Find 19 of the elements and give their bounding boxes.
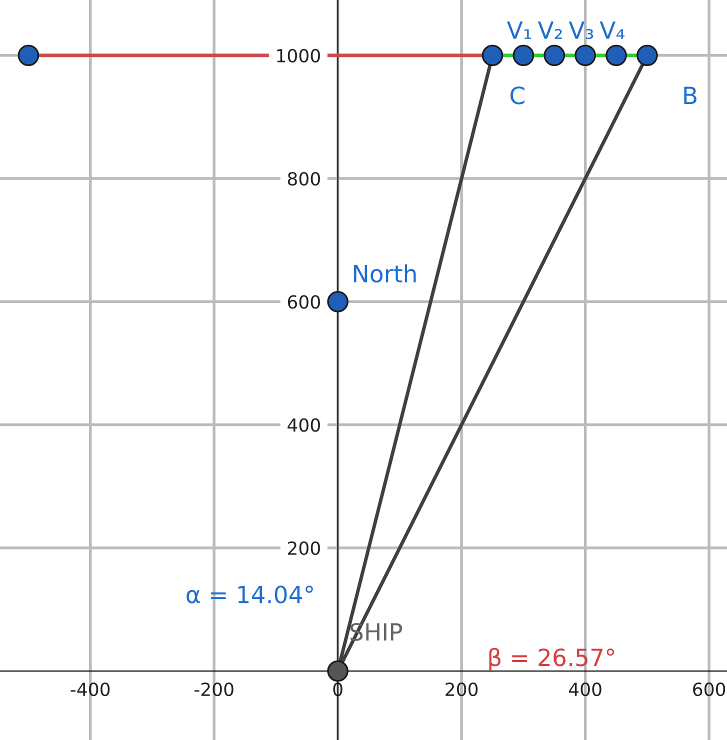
y-tick-label: 600 bbox=[288, 295, 320, 309]
y-tick-label: 400 bbox=[288, 418, 320, 432]
annotation: V₄ bbox=[600, 22, 624, 39]
annotation: C bbox=[510, 86, 524, 104]
annotation: North bbox=[354, 264, 416, 283]
annotation: V₃ bbox=[568, 22, 594, 40]
y-tick-label: 1000 bbox=[277, 48, 320, 63]
x-tick-label: 200 bbox=[446, 682, 478, 696]
x-tick-label: -400 bbox=[70, 682, 110, 696]
annotation: V₂ bbox=[538, 22, 562, 39]
annotation: β = 26.57° bbox=[489, 648, 614, 671]
x-tick-label: 600 bbox=[693, 682, 726, 696]
x-tick-label: 400 bbox=[568, 682, 602, 696]
annotation: V₁ bbox=[506, 22, 532, 39]
x-tick-label: -200 bbox=[194, 682, 234, 696]
annotation: B bbox=[684, 86, 696, 104]
annotation: α = 14.04° bbox=[186, 586, 313, 604]
y-tick-label: 800 bbox=[288, 172, 320, 186]
y-tick-label: 200 bbox=[288, 541, 320, 556]
